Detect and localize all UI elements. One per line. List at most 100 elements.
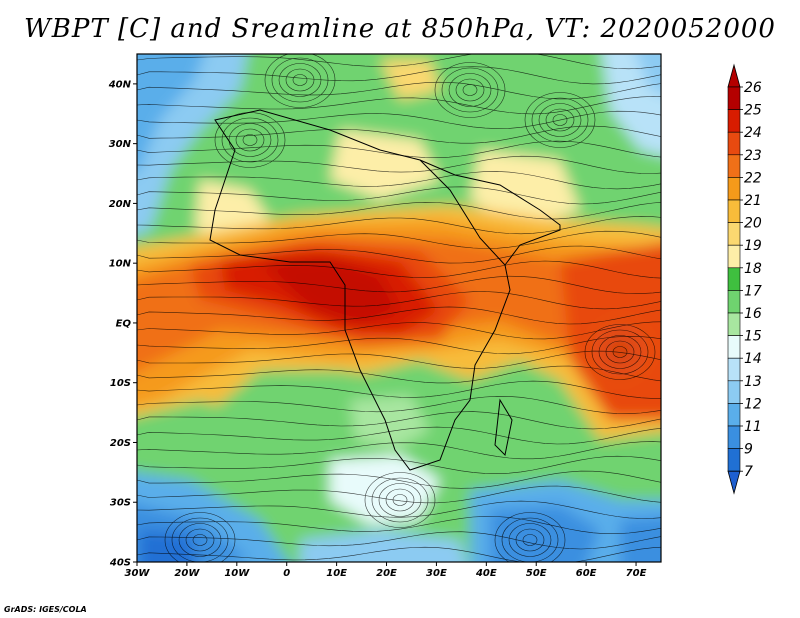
streamlines: [137, 54, 661, 562]
colorbar-label: 22: [744, 170, 762, 186]
streamline-swirl: [178, 523, 222, 557]
streamline-swirl: [378, 483, 422, 517]
streamline-swirl: [462, 84, 478, 96]
colorbar-label: 9: [744, 442, 753, 458]
streamline: [137, 380, 661, 399]
streamline: [137, 321, 661, 340]
streamline: [137, 426, 661, 445]
streamline: [137, 125, 661, 144]
colorbar-bottom-arrow: [727, 470, 741, 495]
streamline-swirl: [501, 517, 559, 562]
colorbar-label: 19: [744, 238, 762, 254]
streamline-swirl: [448, 73, 492, 107]
map-frame: [136, 53, 662, 563]
streamline-swirl: [515, 528, 545, 552]
colorbar-segment: [727, 154, 741, 178]
streamline-swirl: [385, 488, 415, 512]
lat-tick-label: 10N: [109, 259, 132, 270]
streamline: [137, 306, 661, 325]
streamline: [137, 485, 661, 504]
lat-tick-label: EQ: [116, 318, 132, 329]
streamline-swirl: [612, 346, 628, 358]
streamline: [137, 411, 661, 430]
streamline: [137, 441, 661, 460]
lat-tick-label: 10S: [110, 378, 131, 389]
lon-tick-label: 60E: [576, 568, 597, 579]
colorbar-segment: [727, 290, 741, 314]
streamline-swirl: [214, 112, 286, 168]
colorbar-label: 21: [744, 193, 762, 209]
streamline: [137, 365, 661, 384]
lat-tick-label: 20N: [109, 199, 132, 210]
streamline-swirl: [508, 523, 552, 557]
lon-tick-label: 30W: [125, 568, 151, 579]
streamline: [137, 66, 661, 85]
streamline: [137, 516, 661, 534]
colorbar-segment: [727, 131, 741, 156]
colorbar-label: 7: [744, 464, 753, 480]
streamline: [137, 54, 661, 70]
streamline-swirl: [584, 324, 656, 380]
colorbar-segment: [727, 86, 741, 110]
streamline: [137, 395, 661, 415]
colorbar-segment: [727, 177, 741, 201]
streamline-swirl: [545, 108, 575, 132]
streamline: [137, 245, 661, 264]
colorbar: 26 25 24 23 22 21 20 19 18 17 16 15 14 13 12 11 9 7: [727, 63, 762, 495]
colorbar-label: 14: [744, 351, 762, 367]
lat-tick-label: 30N: [109, 139, 132, 150]
streamline: [137, 216, 661, 235]
streamline: [137, 230, 661, 249]
streamline: [137, 275, 661, 294]
colorbar-segment: [727, 267, 741, 291]
lon-tick-label: 10W: [224, 568, 250, 579]
streamline-swirl: [221, 117, 279, 163]
streamline-swirl: [228, 123, 272, 157]
streamline-swirl: [538, 103, 582, 137]
streamline-swirl: [185, 528, 215, 552]
streamline: [137, 171, 661, 190]
streamline: [137, 531, 661, 550]
wbpt-field: [137, 54, 661, 562]
colorbar-segment: [727, 109, 741, 133]
streamline-swirl: [371, 477, 429, 523]
streamline: [137, 500, 661, 519]
colorbar-label: 16: [744, 306, 762, 322]
colorbar-segment: [727, 222, 741, 246]
streamline: [137, 335, 661, 355]
lon-tick-label: 30E: [426, 568, 447, 579]
lon-tick-label: 20W: [174, 568, 200, 579]
streamline-swirl: [598, 335, 642, 369]
colorbar-label: 17: [744, 283, 762, 299]
streamline: [137, 455, 661, 475]
colorbar-top-arrow: [727, 63, 741, 88]
streamline-swirl: [164, 512, 236, 562]
credit-text: GrADS: IGES/COLA: [4, 605, 87, 614]
streamline-swirl: [292, 74, 308, 86]
colorbar-segment: [727, 380, 741, 404]
colorbar-label: 18: [744, 261, 762, 277]
streamline-swirl: [434, 62, 506, 118]
lon-tick-label: 0: [283, 568, 290, 579]
streamline-swirl: [524, 92, 596, 148]
streamline-swirl: [441, 67, 499, 113]
lon-tick-label: 40E: [475, 568, 497, 579]
streamline: [137, 470, 661, 489]
streamline-swirl: [494, 512, 566, 562]
streamline-swirl: [591, 329, 649, 375]
colorbar-label: 20: [744, 216, 762, 232]
lat-tick-label: 30S: [110, 498, 131, 509]
streamline-swirl: [285, 68, 315, 92]
streamline-swirl: [171, 517, 229, 562]
streamline-swirl: [242, 134, 258, 146]
longitude-axis: 30W 20W 10W 0 10E 20E 30E 40E 50E 60E 70E: [125, 562, 647, 579]
colorbar-segment: [727, 403, 741, 427]
streamline: [137, 140, 661, 159]
colorbar-label: 12: [744, 396, 762, 412]
colorbar-segment: [727, 335, 741, 359]
streamline-swirl: [552, 114, 568, 126]
streamline: [137, 110, 661, 129]
lat-tick-label: 40S: [109, 558, 131, 569]
streamline-swirl: [392, 494, 408, 506]
streamline: [137, 186, 661, 205]
